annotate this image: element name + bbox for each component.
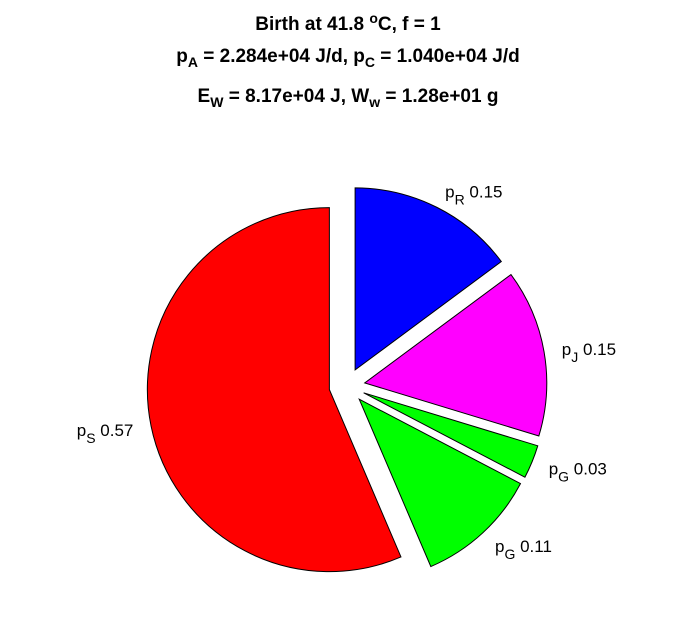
slice-label-symbol: p (549, 460, 558, 479)
slice-label-subscript: J (571, 349, 578, 365)
title-line-3: EW = 8.17e+04 J, Ww = 1.28e+01 g (0, 86, 696, 110)
slice-label-value: 0.57 (96, 421, 134, 440)
title-line-1: Birth at 41.8 oC, f = 1 (0, 11, 696, 36)
pie-slice-pr-0 (354, 187, 503, 371)
title-line-2: pA = 2.284e+04 J/d, pC = 1.040e+04 J/d (0, 46, 696, 70)
slice-label-1: pJ 0.15 (562, 340, 616, 365)
slice-label-symbol: p (77, 421, 86, 440)
slice-label-symbol: p (562, 340, 571, 359)
slice-label-value: 0.11 (515, 537, 552, 556)
slice-label-subscript: S (86, 430, 95, 446)
title-subscript: C (364, 54, 376, 70)
pie-slice-pg-2 (363, 392, 539, 478)
title-symbol: p (353, 46, 365, 67)
slice-label-subscript: G (504, 546, 515, 562)
slice-label-subscript: R (455, 191, 465, 207)
degree-superscript: o (369, 10, 378, 26)
title-subscript: W (210, 94, 224, 110)
title-subscript: w (369, 94, 381, 110)
title-symbol: W (351, 86, 370, 107)
pie-slice-ps-4 (146, 207, 402, 573)
title-value: = 8.17e+04 J, (223, 86, 352, 107)
slice-label-value: 0.15 (578, 340, 616, 359)
title-subscript: A (187, 54, 198, 70)
title-symbol: E (197, 86, 211, 107)
slice-label-3: pG 0.11 (495, 537, 552, 562)
title-value: = 1.040e+04 J/d (375, 46, 520, 67)
slice-label-value: 0.15 (465, 182, 503, 201)
slice-label-subscript: G (558, 469, 569, 485)
slice-label-0: pR 0.15 (445, 182, 502, 207)
slice-label-2: pG 0.03 (549, 460, 607, 485)
slice-label-4: pS 0.57 (77, 421, 134, 446)
slice-label-symbol: p (445, 182, 454, 201)
slice-label-value: 0.03 (569, 460, 607, 479)
slice-label-symbol: p (495, 537, 504, 556)
pie-slice-pg-3 (358, 398, 522, 568)
title-value: = 1.28e+01 g (380, 86, 499, 107)
title-symbol: p (176, 46, 188, 67)
title-text: C, f = 1 (377, 14, 441, 35)
pie-slice-pj-1 (363, 273, 548, 437)
title-value: = 2.284e+04 J/d, (197, 46, 354, 67)
title-text: Birth at 41.8 (255, 14, 370, 35)
